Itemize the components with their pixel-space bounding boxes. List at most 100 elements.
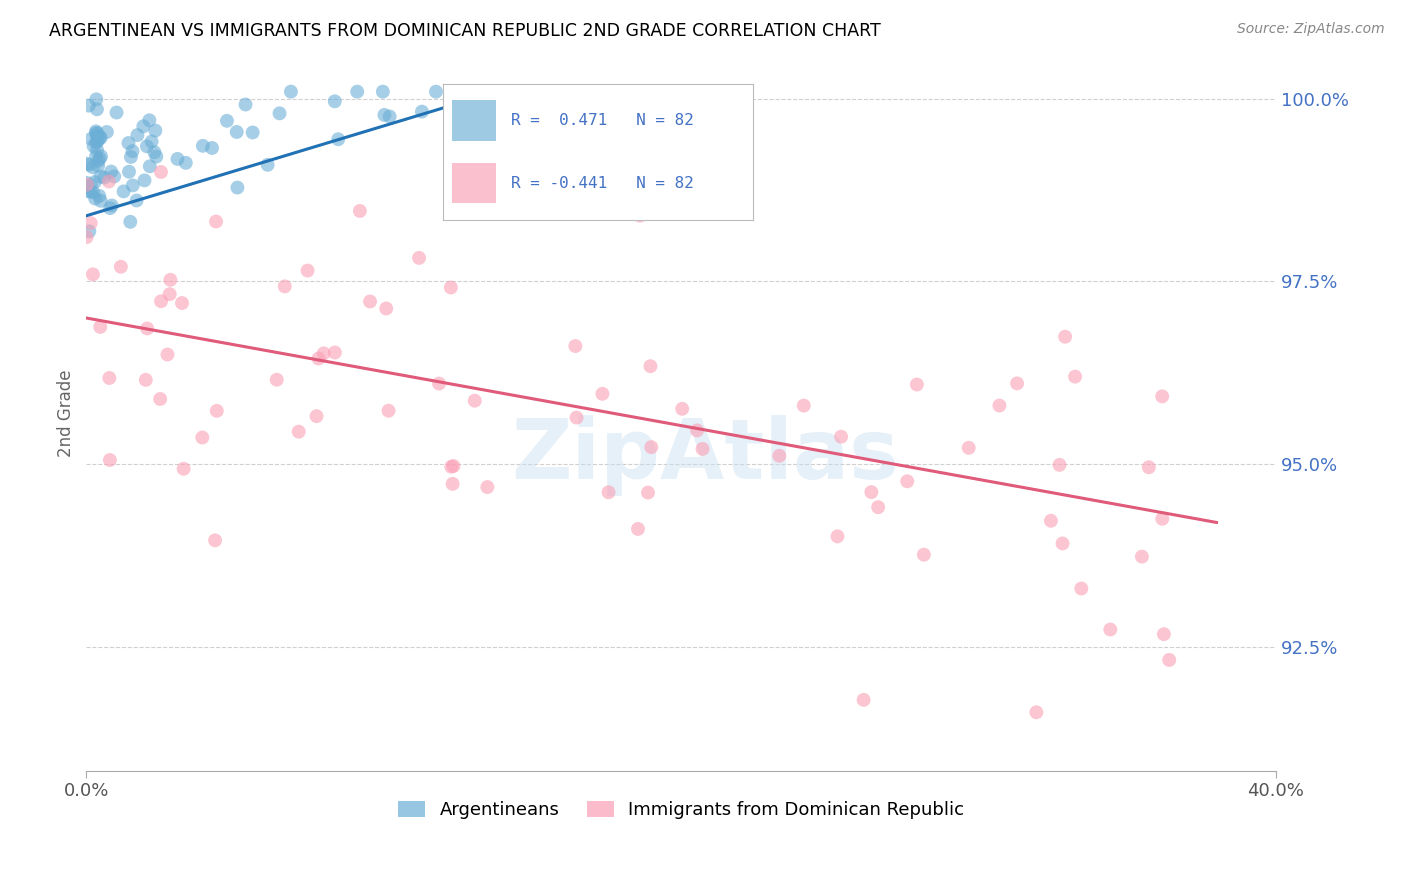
Point <box>100 198 122 212</box>
Point <box>98 453 121 467</box>
Point <box>76 184 98 198</box>
Point <box>138 113 160 128</box>
Point <box>443 458 465 473</box>
Point <box>127 128 149 142</box>
Point <box>440 280 463 294</box>
Point <box>80 132 103 146</box>
Point <box>82 186 104 200</box>
Point <box>640 359 662 374</box>
Point <box>80 216 103 230</box>
Point <box>349 203 371 218</box>
Point <box>76 179 98 194</box>
Point <box>156 347 179 361</box>
Point <box>640 440 662 454</box>
Point <box>793 399 815 413</box>
Point <box>692 442 714 456</box>
Point <box>1130 549 1153 564</box>
Point <box>87 153 110 168</box>
Point <box>312 346 335 360</box>
Point <box>1054 329 1077 343</box>
Point <box>905 377 928 392</box>
Point <box>226 180 249 194</box>
Point <box>225 125 247 139</box>
Point <box>447 103 470 118</box>
Point <box>86 126 108 140</box>
Point <box>464 393 486 408</box>
Point <box>82 160 104 174</box>
Point <box>76 230 98 244</box>
Point <box>425 85 447 99</box>
Point <box>84 149 107 163</box>
Point <box>308 351 330 366</box>
Point <box>1137 460 1160 475</box>
Point <box>191 138 214 153</box>
Point <box>1099 623 1122 637</box>
Point <box>378 110 401 124</box>
Point <box>96 125 118 139</box>
Point <box>912 548 935 562</box>
Point <box>86 143 108 157</box>
Point <box>671 401 693 416</box>
Point <box>76 157 98 171</box>
Point <box>591 386 613 401</box>
Point <box>441 476 464 491</box>
Point <box>170 296 193 310</box>
Point <box>305 409 328 424</box>
Point <box>328 132 350 146</box>
Point <box>84 192 107 206</box>
Point <box>191 430 214 444</box>
Text: ZipAtlas: ZipAtlas <box>510 416 898 496</box>
Point <box>1049 458 1071 472</box>
Point <box>117 136 139 150</box>
Point <box>97 174 120 188</box>
Point <box>256 158 278 172</box>
Point <box>145 150 167 164</box>
Point <box>451 85 474 99</box>
Point <box>988 399 1011 413</box>
Point <box>1025 706 1047 720</box>
Point <box>98 371 121 385</box>
Point <box>110 260 132 274</box>
Point <box>150 294 173 309</box>
Point <box>274 279 297 293</box>
Point <box>346 85 368 99</box>
Point <box>150 165 173 179</box>
Point <box>135 139 157 153</box>
Point <box>135 373 157 387</box>
Point <box>159 273 181 287</box>
Y-axis label: 2nd Grade: 2nd Grade <box>58 369 75 457</box>
Point <box>86 92 108 106</box>
Point <box>427 376 450 391</box>
Point <box>121 144 143 158</box>
Point <box>1159 653 1181 667</box>
Point <box>143 145 166 160</box>
Point <box>83 139 105 153</box>
Point <box>77 98 100 112</box>
Point <box>280 85 302 99</box>
Point <box>90 131 112 145</box>
Point <box>768 449 790 463</box>
Point <box>205 214 228 228</box>
Point <box>242 126 264 140</box>
Point <box>860 485 883 500</box>
Point <box>637 485 659 500</box>
Point <box>686 424 709 438</box>
Point <box>1005 376 1028 391</box>
Legend: Argentineans, Immigrants from Dominican Republic: Argentineans, Immigrants from Dominican … <box>391 793 972 826</box>
Text: Source: ZipAtlas.com: Source: ZipAtlas.com <box>1237 22 1385 37</box>
Point <box>440 459 463 474</box>
Point <box>408 251 430 265</box>
Point <box>371 85 394 99</box>
Point <box>86 103 108 117</box>
Point <box>827 529 849 543</box>
Point <box>266 373 288 387</box>
Point <box>373 108 395 122</box>
Point <box>82 268 104 282</box>
Point <box>136 321 159 335</box>
Point <box>201 141 224 155</box>
Point <box>204 533 226 548</box>
Point <box>1052 536 1074 550</box>
Point <box>121 178 143 193</box>
Point <box>143 123 166 137</box>
Point <box>205 404 228 418</box>
